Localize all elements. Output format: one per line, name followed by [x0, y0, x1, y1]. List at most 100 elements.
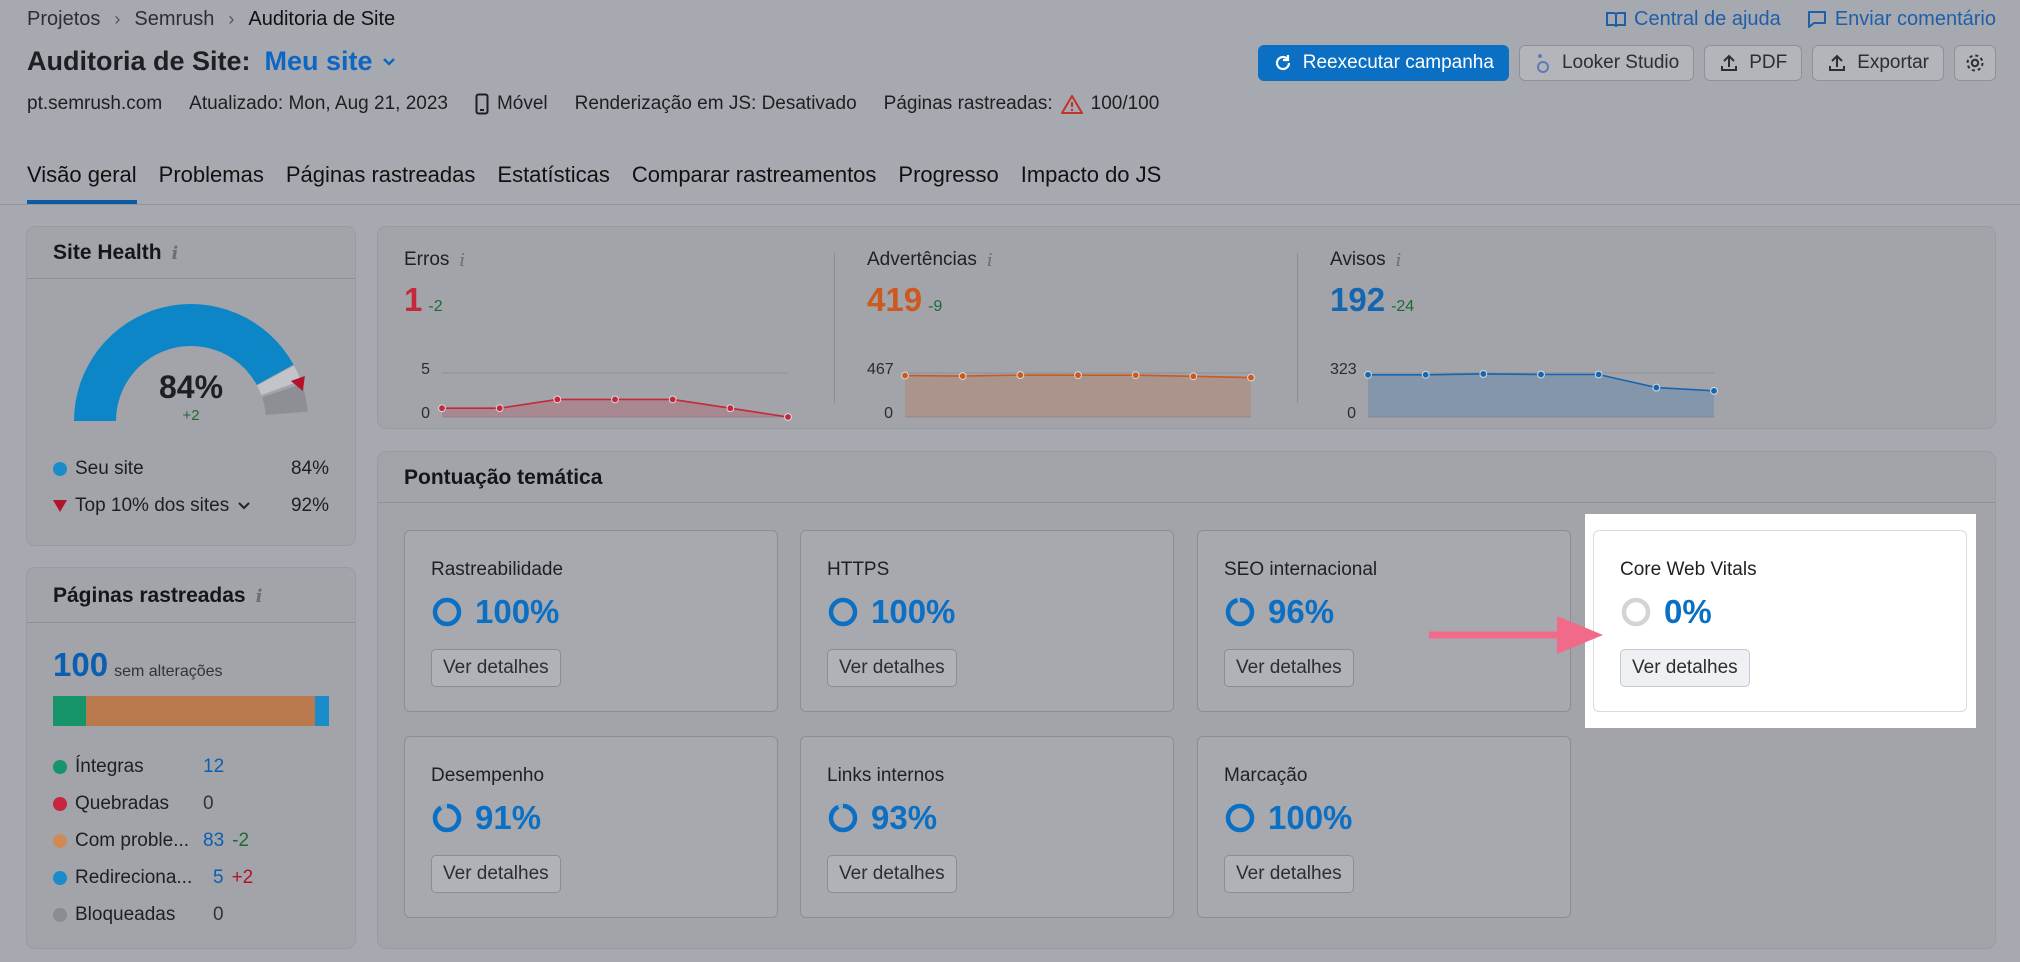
tab-divider — [0, 204, 2020, 205]
sparkline-point[interactable] — [726, 404, 735, 413]
tab-comparar-rastreamentos[interactable]: Comparar rastreamentos — [631, 162, 877, 187]
metric-value-row: 419 -9 — [867, 281, 942, 319]
pdf-button[interactable]: PDF — [1704, 45, 1803, 81]
sparkline-point[interactable] — [1652, 383, 1661, 392]
metric-label-row: Advertências i — [867, 249, 1287, 271]
list-item[interactable]: Íntegras 12 — [53, 748, 283, 785]
tab-paginas-rastreadas[interactable]: Páginas rastreadas — [285, 162, 476, 187]
topic-score: 0% — [1620, 593, 1712, 631]
list-item[interactable]: Com proble... 83 -2 — [53, 822, 283, 859]
status-dot — [53, 833, 67, 848]
export-button[interactable]: Exportar — [1812, 45, 1944, 81]
divider — [378, 502, 1995, 503]
help-link[interactable]: Central de ajuda — [1606, 8, 1781, 31]
view-details-button[interactable]: Ver detalhes — [1620, 649, 1750, 687]
sparkline-point[interactable] — [1364, 370, 1372, 379]
metric-0: Erros i 1 -2 5 0 — [404, 249, 824, 422]
sparkline-point[interactable] — [1479, 370, 1488, 378]
metric-value[interactable]: 1 — [404, 281, 423, 318]
sparkline-point[interactable] — [1710, 386, 1718, 395]
bar-segment-issues[interactable] — [86, 696, 316, 726]
view-details-button[interactable]: Ver detalhes — [1224, 649, 1354, 687]
breadcrumb-projetos[interactable]: Projetos — [27, 8, 101, 30]
topic-score-value: 100% — [1268, 799, 1353, 836]
list-item[interactable]: Quebradas 0 — [53, 785, 283, 822]
legend-dot — [53, 462, 67, 476]
sparkline-point[interactable] — [668, 395, 677, 404]
axis-tick-min: 0 — [1347, 405, 1356, 422]
item-value[interactable]: 5 — [213, 866, 224, 888]
rerun-campaign-button[interactable]: Reexecutar campanha — [1257, 45, 1509, 81]
legend-top10[interactable]: Top 10% dos sites 92% — [53, 495, 329, 517]
crawled-title[interactable]: Páginas rastreadas — [53, 584, 246, 607]
item-label: Íntegras — [75, 755, 144, 777]
bar-segment-redirects[interactable] — [315, 696, 329, 726]
item-delta: -2 — [232, 829, 250, 851]
looker-studio-button[interactable]: Looker Studio — [1518, 45, 1695, 81]
list-item[interactable]: Bloqueadas 0 — [53, 896, 283, 933]
topic-score: 91% — [431, 799, 541, 837]
metric-delta: -24 — [1391, 298, 1415, 315]
crawled-pages-card: Páginas rastreadas i 100 sem alterações Í… — [27, 568, 355, 948]
info-icon[interactable]: i — [1395, 249, 1402, 271]
pages-crawled-info: Páginas rastreadas: 100/100 — [884, 93, 1160, 115]
sparkline-point[interactable] — [553, 395, 562, 404]
sparkline-point[interactable] — [438, 404, 446, 413]
metric-value[interactable]: 419 — [867, 281, 923, 318]
tab-impacto-js[interactable]: Impacto do JS — [1020, 162, 1162, 187]
view-details-button[interactable]: Ver detalhes — [827, 855, 957, 893]
crawled-total: 100 sem alterações — [53, 646, 223, 684]
tab-progresso[interactable]: Progresso — [898, 162, 999, 187]
pages-crawled-value: 100/100 — [1090, 93, 1160, 114]
sparkline-area — [1368, 373, 1714, 417]
breadcrumb-semrush[interactable]: Semrush — [134, 8, 215, 30]
sparkline-point[interactable] — [1537, 370, 1545, 379]
export-label: Exportar — [1857, 52, 1929, 73]
view-details-button[interactable]: Ver detalhes — [1224, 855, 1354, 893]
view-details-button[interactable]: Ver detalhes — [431, 855, 561, 893]
settings-button[interactable] — [1954, 45, 1996, 81]
info-icon[interactable]: i — [986, 249, 993, 271]
site-selector[interactable]: Meu site — [265, 46, 397, 77]
topic-score: 93% — [827, 799, 937, 837]
tab-visao-geral[interactable]: Visão geral — [27, 162, 137, 204]
sparkline-point[interactable] — [901, 371, 909, 380]
sparkline-point[interactable] — [1189, 372, 1198, 381]
view-details-button[interactable]: Ver detalhes — [431, 649, 561, 687]
sparkline-point[interactable] — [1131, 371, 1140, 380]
crawled-total-value[interactable]: 100 — [53, 646, 109, 683]
sparkline-point[interactable] — [1247, 373, 1255, 382]
info-icon[interactable]: i — [255, 586, 263, 607]
sparkline-point[interactable] — [1016, 371, 1025, 379]
axis-tick-max: 467 — [867, 361, 894, 378]
tab-estatisticas[interactable]: Estatísticas — [497, 162, 610, 187]
sparkline-point[interactable] — [611, 395, 619, 404]
sparkline-point[interactable] — [1074, 371, 1082, 380]
sparkline-point[interactable] — [1594, 370, 1603, 379]
feedback-link[interactable]: Enviar comentário — [1807, 8, 1996, 31]
item-value[interactable]: 12 — [203, 755, 225, 777]
topic-name: Rastreabilidade — [431, 559, 564, 580]
sparkline-point[interactable] — [495, 404, 504, 413]
tab-problemas[interactable]: Problemas — [158, 162, 264, 187]
info-icon[interactable]: i — [459, 249, 466, 271]
axis-tick-min: 0 — [421, 405, 430, 422]
item-value[interactable]: 83 — [203, 829, 225, 851]
bar-segment-healthy[interactable] — [53, 696, 87, 726]
feedback-link-label: Enviar comentário — [1834, 8, 1996, 30]
topic-name: Marcação — [1224, 765, 1308, 786]
metric-label: Avisos — [1330, 249, 1386, 270]
sparkline-point[interactable] — [1421, 370, 1430, 379]
metric-value[interactable]: 192 — [1330, 281, 1386, 318]
site-health-card: Site Health i 84% +2 Seu site 84% Top 10%… — [27, 227, 355, 545]
info-icon[interactable]: i — [171, 243, 179, 264]
donut-icon — [432, 803, 462, 833]
sparkline-point[interactable] — [958, 372, 967, 380]
status-dot — [53, 907, 67, 922]
breadcrumb-current: Auditoria de Site — [248, 8, 396, 30]
pdf-label: PDF — [1749, 52, 1788, 73]
list-item[interactable]: Redireciona... 5 +2 — [53, 859, 283, 896]
view-details-button[interactable]: Ver detalhes — [827, 649, 957, 687]
sparkline-point[interactable] — [784, 413, 792, 421]
chevron-down-icon — [238, 502, 250, 510]
